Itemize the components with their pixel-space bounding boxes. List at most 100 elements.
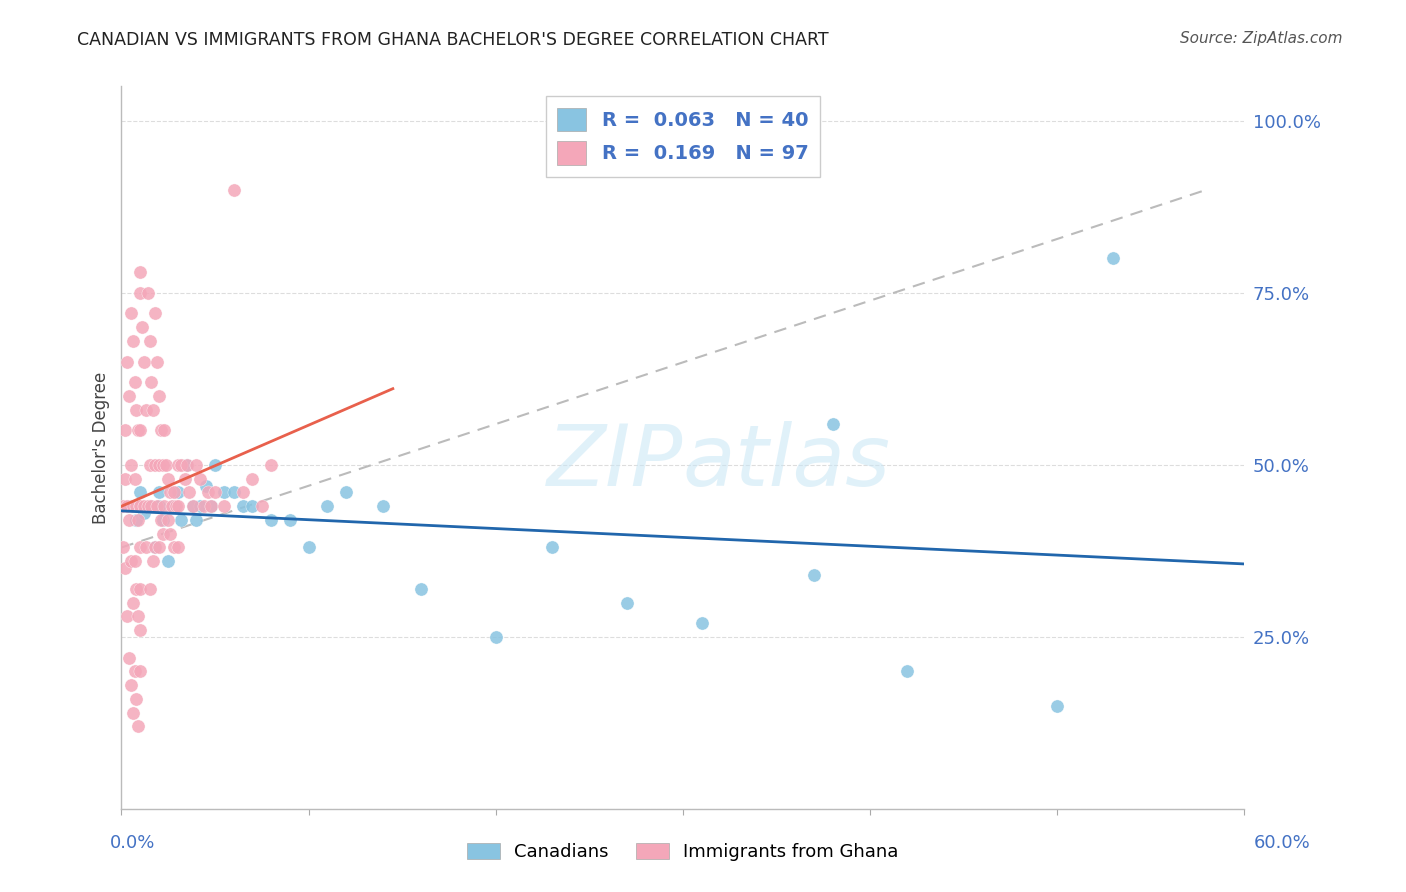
Point	[214, 499, 236, 513]
Point	[121, 706, 143, 720]
Point	[152, 513, 174, 527]
Point	[127, 719, 149, 733]
Point	[141, 499, 163, 513]
Point	[143, 541, 166, 555]
Point	[153, 424, 176, 438]
Point	[142, 402, 165, 417]
Point	[118, 389, 141, 403]
Point	[157, 554, 180, 568]
Point	[120, 499, 142, 513]
Point	[316, 499, 339, 513]
Point	[188, 499, 211, 513]
Point	[194, 478, 217, 492]
Point	[125, 692, 148, 706]
Point	[149, 513, 172, 527]
Point	[129, 265, 152, 279]
Point	[135, 402, 157, 417]
Point	[138, 334, 160, 348]
Point	[155, 458, 177, 472]
Point	[541, 541, 564, 555]
Point	[260, 513, 283, 527]
Point	[214, 485, 236, 500]
Text: 60.0%: 60.0%	[1254, 834, 1310, 852]
Point	[197, 485, 219, 500]
Point	[115, 609, 138, 624]
Point	[142, 554, 165, 568]
Point	[242, 499, 264, 513]
Point	[146, 354, 169, 368]
Point	[141, 376, 163, 390]
Point	[132, 506, 155, 520]
Point	[690, 616, 713, 631]
Point	[176, 458, 198, 472]
Point	[125, 513, 148, 527]
Point	[485, 630, 508, 644]
Point	[148, 458, 170, 472]
Point	[146, 499, 169, 513]
Point	[138, 458, 160, 472]
Point	[135, 541, 157, 555]
Point	[222, 183, 245, 197]
Point	[186, 458, 208, 472]
Point	[181, 499, 204, 513]
Point	[242, 472, 264, 486]
Point	[232, 499, 254, 513]
Point	[148, 485, 170, 500]
Point	[278, 513, 301, 527]
Point	[124, 376, 146, 390]
Point	[136, 499, 159, 513]
Point	[143, 306, 166, 320]
Point	[373, 499, 395, 513]
Point	[127, 513, 149, 527]
Point	[335, 485, 357, 500]
Point	[170, 458, 193, 472]
Point	[136, 285, 159, 300]
Point	[143, 458, 166, 472]
Point	[127, 424, 149, 438]
Point	[112, 541, 135, 555]
Point	[114, 561, 136, 575]
Point	[152, 526, 174, 541]
Point	[153, 499, 176, 513]
Point	[124, 665, 146, 679]
Point	[115, 499, 138, 513]
Point	[118, 650, 141, 665]
Point	[186, 513, 208, 527]
Point	[297, 541, 319, 555]
Point	[124, 554, 146, 568]
Text: Source: ZipAtlas.com: Source: ZipAtlas.com	[1180, 31, 1343, 46]
Text: 0.0%: 0.0%	[110, 834, 155, 852]
Point	[174, 472, 197, 486]
Point	[120, 306, 142, 320]
Point	[260, 458, 283, 472]
Point	[120, 678, 142, 692]
Point	[166, 458, 188, 472]
Point	[143, 541, 166, 555]
Point	[132, 354, 155, 368]
Point	[166, 499, 188, 513]
Point	[129, 499, 152, 513]
Point	[131, 320, 153, 334]
Point	[121, 595, 143, 609]
Point	[166, 541, 188, 555]
Point	[114, 424, 136, 438]
Point	[181, 499, 204, 513]
Point	[159, 526, 181, 541]
Point	[152, 458, 174, 472]
Point	[129, 485, 152, 500]
Point	[148, 541, 170, 555]
Text: CANADIAN VS IMMIGRANTS FROM GHANA BACHELOR'S DEGREE CORRELATION CHART: CANADIAN VS IMMIGRANTS FROM GHANA BACHEL…	[77, 31, 830, 49]
Point	[409, 582, 432, 596]
Point	[188, 472, 211, 486]
Point	[138, 499, 160, 513]
Point	[125, 582, 148, 596]
Text: atlas: atlas	[683, 421, 891, 504]
Point	[157, 472, 180, 486]
Point	[200, 499, 222, 513]
Point	[176, 458, 198, 472]
Point	[124, 472, 146, 486]
Point	[149, 424, 172, 438]
Point	[222, 485, 245, 500]
Point	[163, 485, 186, 500]
Point	[163, 541, 186, 555]
